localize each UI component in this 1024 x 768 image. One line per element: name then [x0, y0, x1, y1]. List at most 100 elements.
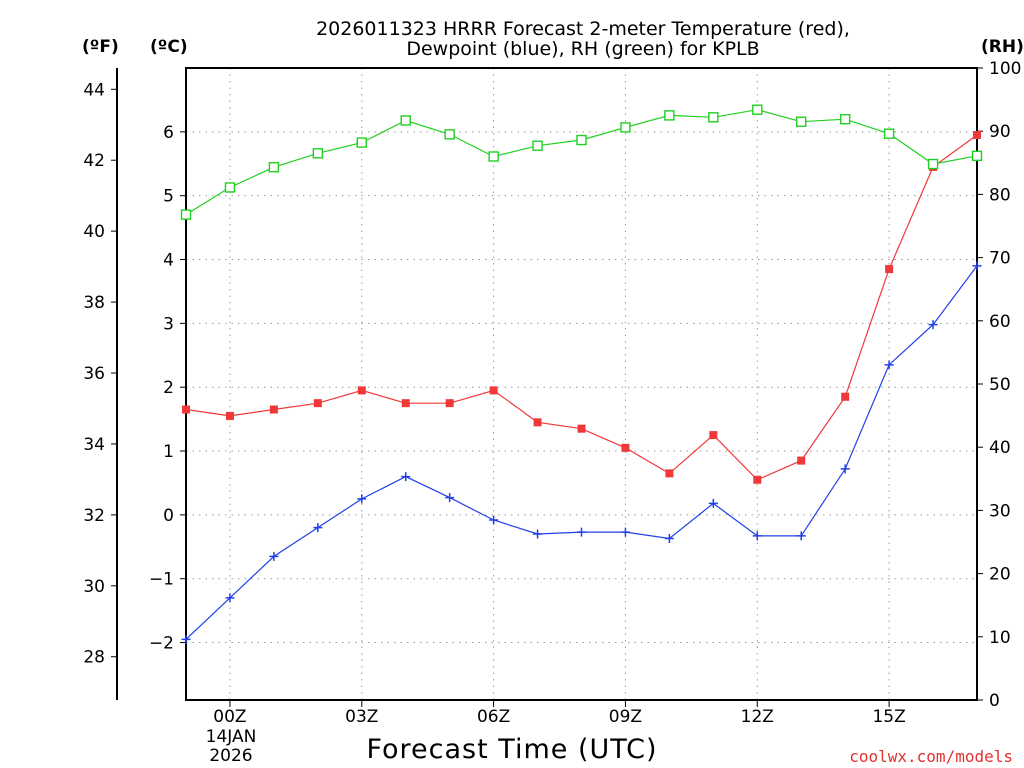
celsius-tick-label: 0: [163, 506, 174, 526]
rh-point: [444, 129, 455, 140]
fahrenheit-tick-label: 40: [83, 222, 105, 242]
rh-point: [883, 128, 895, 139]
date-label-year: 2026: [209, 746, 252, 766]
temperature-point: [269, 405, 278, 414]
rh-tick-label: 70: [989, 249, 1011, 269]
temperature-point: [797, 456, 806, 465]
rh-tick-label: 20: [989, 565, 1011, 585]
fahrenheit-tick-label: 34: [83, 435, 105, 455]
rh-unit-label: (RH): [981, 37, 1024, 57]
temperature-point: [313, 399, 322, 408]
celsius-tick-label: 2: [163, 378, 174, 398]
rh-tick-label: 30: [989, 501, 1011, 521]
rh-point: [576, 134, 587, 146]
rh-point: [971, 150, 983, 162]
rh-tick-label: 0: [989, 691, 1000, 711]
celsius-tick-label: 1: [163, 442, 174, 462]
temperature-point: [225, 411, 234, 420]
dewpoint-point: [313, 523, 323, 533]
credit-link[interactable]: coolwx.com/models: [849, 747, 1013, 766]
chart-title-line1: 2026011323 HRRR Forecast 2-meter Tempera…: [316, 18, 850, 40]
dewpoint-point: [577, 527, 586, 537]
fahrenheit-tick-label: 36: [83, 364, 105, 384]
rh-point: [796, 116, 807, 127]
fahrenheit-tick-label: 28: [83, 648, 105, 668]
x-tick-label: 00Z: [213, 707, 246, 727]
celsius-tick-label: 6: [163, 123, 174, 143]
dewpoint-point: [928, 320, 938, 330]
dewpoint-point: [664, 533, 674, 543]
temperature-point: [445, 399, 454, 408]
temperature-point: [885, 265, 894, 274]
rh-tick-label: 10: [989, 628, 1011, 648]
dewpoint-point: [445, 493, 455, 503]
temperature-point: [182, 405, 190, 414]
axis-ticks: 00Z 03Z 06Z 09Z 12Z 15Z−2−1012345628303234363…: [83, 59, 1021, 727]
dewpoint-point: [225, 593, 235, 603]
dewpoint-point: [357, 494, 367, 504]
rh-point: [488, 151, 499, 162]
x-tick-label: 03Z: [345, 707, 378, 727]
temperature-point: [621, 443, 630, 452]
temperature-point: [753, 475, 762, 484]
rh-tick-label: 90: [989, 122, 1011, 142]
fahrenheit-unit-label: (ºF): [82, 37, 119, 57]
rh-point: [839, 113, 851, 125]
dewpoint-point: [620, 527, 630, 537]
rh-tick-label: 100: [989, 59, 1021, 79]
temperature-point: [577, 424, 586, 433]
rh-point: [268, 162, 280, 173]
plot-frame: [185, 67, 978, 701]
grid-lines: [186, 68, 977, 700]
dewpoint-series-line: [185, 265, 978, 640]
dewpoint-point: [840, 464, 850, 474]
rh-point: [664, 110, 675, 121]
dewpoint-point: [533, 529, 543, 539]
celsius-unit-label: (ºC): [150, 37, 188, 57]
celsius-tick-label: −2: [149, 634, 174, 654]
fahrenheit-tick-label: 30: [83, 577, 105, 597]
rh-point: [400, 115, 411, 126]
rh-point: [312, 148, 324, 159]
celsius-tick-label: −1: [149, 570, 174, 590]
fahrenheit-tick-label: 44: [83, 80, 105, 100]
x-tick-label: 15Z: [872, 707, 905, 727]
rh-point: [224, 182, 236, 193]
temperature-point: [489, 386, 498, 395]
rh-tick-label: 40: [989, 438, 1011, 458]
dewpoint-point: [972, 261, 982, 271]
x-tick-label: 09Z: [609, 707, 642, 727]
temperature-point: [357, 386, 366, 395]
rh-tick-label: 50: [989, 375, 1011, 395]
fahrenheit-tick-label: 42: [83, 151, 105, 171]
rh-tick-label: 80: [989, 185, 1011, 205]
celsius-tick-label: 4: [163, 251, 174, 271]
rh-point: [532, 140, 543, 151]
dewpoint-point: [796, 531, 806, 541]
celsius-tick-label: 3: [163, 314, 174, 334]
x-tick-label: 06Z: [477, 707, 510, 727]
chart-title-line2: Dewpoint (blue), RH (green) for KPLB: [406, 38, 759, 60]
fahrenheit-tick-label: 32: [83, 506, 105, 526]
date-label-day: 14JAN: [206, 727, 257, 747]
dewpoint-point: [752, 531, 762, 541]
temperature-point: [401, 399, 410, 408]
temperature-point: [973, 131, 981, 140]
temperature-point: [841, 392, 850, 401]
dewpoint-point: [401, 472, 411, 482]
dewpoint-point: [708, 498, 718, 508]
fahrenheit-tick-label: 38: [83, 293, 105, 313]
dewpoint-point: [181, 634, 191, 644]
x-tick-label: 12Z: [741, 707, 774, 727]
rh-point: [180, 209, 192, 220]
temperature-point: [709, 431, 718, 440]
rh-point: [752, 104, 763, 115]
rh-point: [356, 137, 367, 148]
data-series: [180, 104, 983, 644]
rh-point: [620, 122, 631, 133]
rh-series-line: [185, 109, 978, 216]
dewpoint-point: [884, 360, 894, 370]
dewpoint-point: [489, 515, 499, 525]
dewpoint-point: [269, 551, 279, 561]
